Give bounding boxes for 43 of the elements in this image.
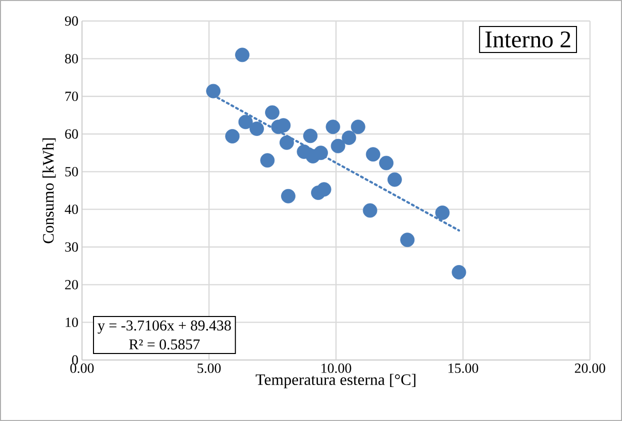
point [281,188,296,204]
x-tick-label: 10.00 [322,364,352,373]
y-tick-label: 60 [65,129,78,139]
point [366,147,380,162]
point [316,182,332,197]
point [314,146,328,160]
x-axis-title: Temperatura esterna [°C] [256,374,416,388]
point [238,114,253,130]
point [260,153,275,168]
point [250,122,264,136]
x-tick-label: 20.00 [574,364,606,373]
point [225,129,240,144]
point [379,156,394,170]
y-tick-label: 30 [65,242,78,252]
y-tick-label: 70 [65,92,78,102]
y-tick-label: 0 [72,355,78,365]
point [342,130,356,145]
x-tick-label: 15.00 [448,364,478,373]
point [280,135,294,150]
annotation: R² = 0.5857 [129,339,200,350]
y-tick-label: 20 [65,280,78,290]
point [350,120,366,134]
x-tick-label: 5.00 [198,364,221,373]
point [387,172,402,187]
y-tick-label: 90 [64,16,78,26]
annotation: y = -3.7106x + 89.438 [98,320,231,334]
y-axis-title: Consumo [kWh] [42,138,56,244]
x-tick-label: 0.00 [70,364,94,373]
y-tick-label: 40 [64,204,78,214]
point [435,206,450,220]
y-tick-label: 10 [66,318,78,328]
point [265,105,280,120]
point [452,265,466,280]
point [330,138,346,154]
point [362,203,378,218]
point [400,232,415,248]
y-tick-label: 50 [65,166,78,176]
point [326,120,340,134]
y-tick-label: 80 [65,54,78,64]
chart-title: Interno 2 [485,31,570,48]
point [235,48,250,62]
point [303,128,318,144]
point [206,84,221,98]
